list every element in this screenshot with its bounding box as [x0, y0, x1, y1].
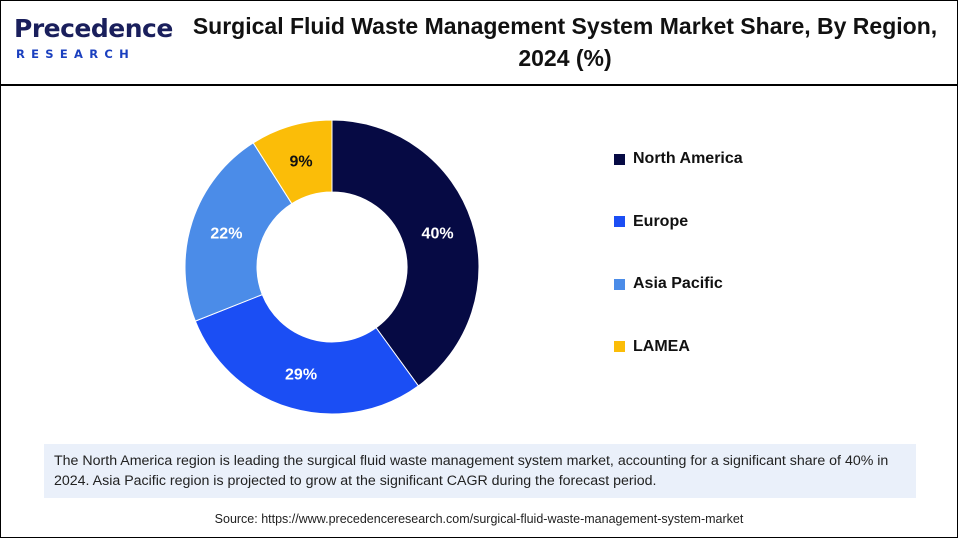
legend-item-asia-pacific: Asia Pacific: [614, 275, 723, 293]
legend-item-north-america: North America: [614, 150, 743, 168]
legend-label: Asia Pacific: [633, 275, 723, 292]
slice-label-asia-pacific: 22%: [210, 226, 242, 243]
chart-title: Surgical Fluid Waste Management System M…: [192, 13, 938, 71]
slice-label-north-america: 40%: [422, 226, 454, 243]
legend-label: LAMEA: [633, 337, 690, 355]
slice-europe: [194, 293, 420, 415]
legend-swatch: [614, 341, 625, 352]
legend-label: North America: [633, 150, 743, 167]
slice-lamea: [252, 119, 333, 205]
logo-subtitle: RESEARCH: [16, 47, 136, 61]
slice-label-lamea: 9%: [289, 153, 312, 170]
slice-asia-pacific: [184, 142, 293, 322]
source-citation: Source: https://www.precedenceresearch.c…: [214, 512, 744, 526]
legend-swatch: [614, 153, 625, 165]
legend-label: Europe: [633, 212, 689, 230]
legend-swatch: [614, 216, 625, 227]
logo-wordmark: Precedence: [14, 14, 173, 43]
slice-north-america: [331, 119, 480, 387]
legend-item-lamea: LAMEA: [614, 338, 690, 356]
slice-label-europe: 29%: [285, 367, 317, 384]
brand-logo: Precedence RESEARCH: [14, 14, 173, 64]
legend-swatch: [614, 278, 625, 290]
summary-note: The North America region is leading the …: [44, 444, 916, 498]
legend-item-europe: Europe: [614, 213, 688, 231]
header: Precedence RESEARCH Surgical Fluid Waste…: [0, 0, 958, 86]
